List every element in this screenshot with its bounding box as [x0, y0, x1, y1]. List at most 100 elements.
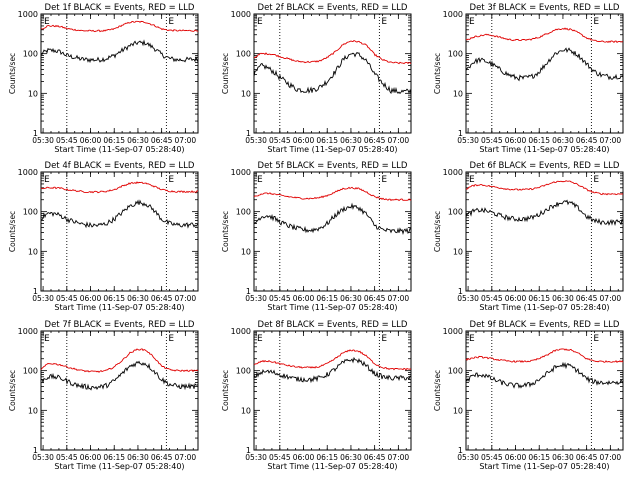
x-tick-label: 06:15: [103, 294, 125, 303]
subplot-det-1: Det 1f BLACK = Events, RED = LLD 1 10 100 10…: [8, 3, 199, 154]
x-tick-label: 06:15: [103, 453, 125, 462]
series-events-line: [41, 199, 199, 229]
x-tick-label: 06:00: [505, 453, 527, 462]
marker-label: E: [593, 334, 599, 344]
y-tick-label: 1000: [443, 327, 463, 336]
x-tick-label: 07:00: [388, 136, 410, 145]
marker-label: E: [257, 334, 263, 344]
y-tick-label: 100: [236, 367, 251, 376]
x-tick-label: 06:30: [552, 294, 574, 303]
x-tick-label: 05:30: [245, 136, 267, 145]
y-tick-label: 1000: [231, 168, 251, 177]
x-tick-label: 06:45: [576, 453, 598, 462]
y-tick-label: 1: [33, 129, 38, 138]
y-tick-label: 10: [241, 406, 251, 415]
x-tick-label: 07:00: [175, 294, 197, 303]
x-tick-label: 07:00: [600, 136, 622, 145]
x-tick-label: 05:30: [457, 294, 479, 303]
marker-label: E: [44, 17, 50, 27]
subplot-det-8: Det 8f BLACK = Events, RED = LLD 1 10 100 10…: [221, 320, 412, 471]
y-tick-label: 1000: [18, 327, 38, 336]
y-tick-label: 100: [236, 208, 251, 217]
series-events-line: [253, 356, 412, 384]
y-tick-label: 10: [453, 406, 463, 415]
y-tick-label: 10: [28, 247, 38, 256]
series-lld-line: [253, 349, 412, 371]
x-tick-label: 06:00: [293, 294, 315, 303]
series-lld-line: [465, 180, 624, 196]
y-tick-label: 1000: [18, 10, 38, 19]
x-tick-label: 06:15: [103, 136, 125, 145]
x-tick-label: 06:15: [316, 453, 338, 462]
subplot-det-3: Det 3f BLACK = Events, RED = LLD 1 10 100 10…: [433, 3, 624, 154]
x-tick-label: 06:45: [151, 453, 173, 462]
plot-frame: [253, 330, 412, 451]
x-tick-label: 07:00: [388, 453, 410, 462]
x-tick-label: 06:45: [576, 136, 598, 145]
marker-label: E: [469, 175, 475, 185]
y-tick-label: 1: [33, 287, 38, 296]
series-events-line: [253, 202, 412, 235]
plot-frame: [40, 171, 199, 292]
x-axis-label: Start Time (11-Sep-07 05:28:40): [479, 303, 609, 312]
series-events-line: [40, 360, 199, 391]
marker-label: E: [381, 17, 387, 27]
series-lld-line: [253, 39, 412, 65]
plot-frame: [253, 171, 412, 292]
y-tick-label: 1: [246, 287, 251, 296]
x-axis-label: Start Time (11-Sep-07 05:28:40): [479, 462, 609, 471]
marker-label: E: [593, 175, 599, 185]
series-lld-line: [465, 27, 624, 44]
x-tick-label: 06:30: [340, 294, 362, 303]
x-tick-label: 06:15: [528, 453, 550, 462]
x-tick-label: 07:00: [175, 453, 197, 462]
marker-label: E: [381, 334, 387, 344]
y-axis-label: Counts/sec: [433, 370, 442, 411]
x-tick-label: 05:45: [269, 294, 291, 303]
chart-title: Det 9f BLACK = Events, RED = LLD: [470, 320, 620, 330]
series-lld-line: [40, 20, 199, 33]
x-tick-label: 05:45: [481, 294, 503, 303]
x-tick-label: 06:00: [505, 136, 527, 145]
y-tick-label: 1: [458, 129, 463, 138]
x-tick-label: 06:15: [528, 294, 550, 303]
marker-label: E: [381, 175, 387, 185]
series-lld-line: [465, 348, 624, 363]
x-axis-label: Start Time (11-Sep-07 05:28:40): [267, 303, 397, 312]
y-tick-label: 1: [458, 287, 463, 296]
x-tick-label: 07:00: [388, 294, 410, 303]
series-lld-line: [253, 186, 412, 202]
y-tick-label: 100: [448, 208, 463, 217]
y-axis-label: Counts/sec: [8, 211, 17, 252]
y-tick-label: 1000: [443, 10, 463, 19]
y-tick-label: 10: [28, 89, 38, 98]
chart-title: Det 2f BLACK = Events, RED = LLD: [258, 3, 408, 13]
x-tick-label: 06:45: [364, 294, 386, 303]
x-tick-label: 06:00: [505, 294, 527, 303]
marker-label: E: [44, 334, 50, 344]
y-axis-label: Counts/sec: [221, 53, 230, 94]
x-tick-label: 05:45: [56, 136, 78, 145]
x-axis-label: Start Time (11-Sep-07 05:28:40): [54, 462, 184, 471]
subplot-det-7: Det 7f BLACK = Events, RED = LLD 1 10 100 10…: [8, 320, 199, 471]
y-axis-label: Counts/sec: [8, 370, 17, 411]
series-lld-line: [40, 348, 199, 373]
x-tick-label: 06:45: [364, 453, 386, 462]
y-tick-label: 10: [453, 89, 463, 98]
y-tick-label: 1000: [231, 10, 251, 19]
x-axis-label: Start Time (11-Sep-07 05:28:40): [267, 145, 397, 154]
x-tick-label: 06:30: [552, 136, 574, 145]
x-tick-label: 05:45: [56, 294, 78, 303]
y-tick-label: 100: [448, 50, 463, 59]
x-tick-label: 06:00: [293, 136, 315, 145]
x-tick-label: 07:00: [175, 136, 197, 145]
x-tick-label: 05:45: [269, 136, 291, 145]
y-tick-label: 100: [448, 367, 463, 376]
x-axis-label: Start Time (11-Sep-07 05:28:40): [267, 462, 397, 471]
marker-label: E: [168, 175, 174, 185]
chart-title: Det 6f BLACK = Events, RED = LLD: [470, 161, 620, 171]
chart-title: Det 4f BLACK = Events, RED = LLD: [45, 161, 195, 171]
y-axis-label: Counts/sec: [221, 211, 230, 252]
plot-frame: [40, 13, 199, 134]
x-axis-label: Start Time (11-Sep-07 05:28:40): [54, 145, 184, 154]
